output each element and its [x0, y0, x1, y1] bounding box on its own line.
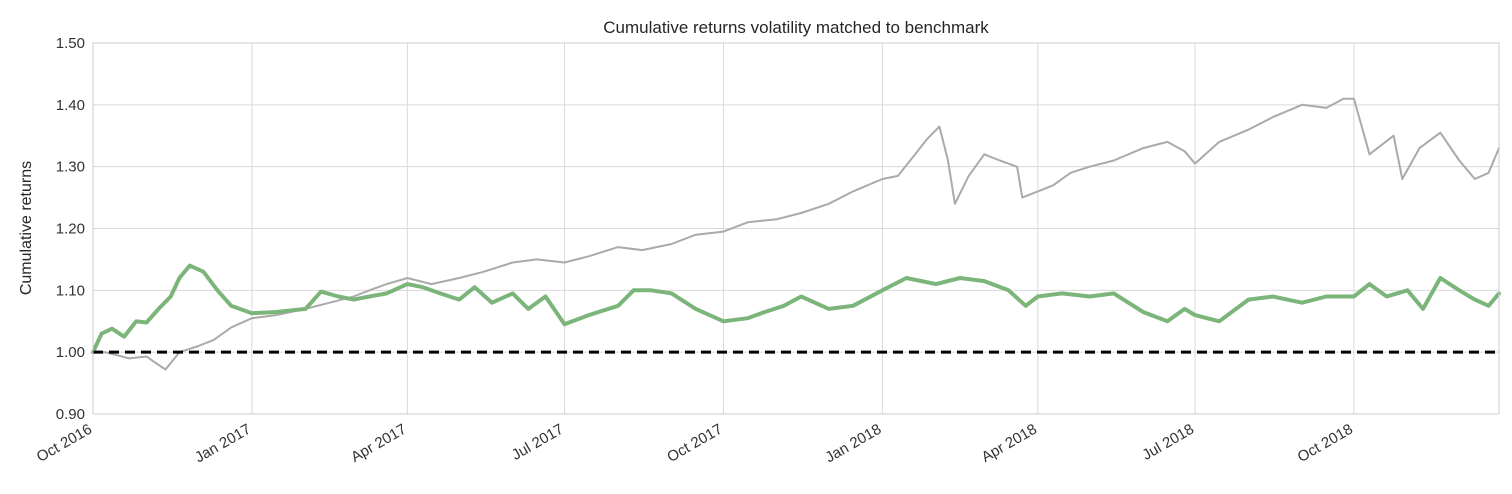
- y-tick-label: 1.10: [56, 282, 85, 299]
- x-tick-label: Oct 2016: [34, 421, 95, 466]
- plot-frame: [92, 42, 1500, 415]
- x-tick-labels: Oct 2016 Jan 2017 Apr 2017 Jul 2017 Oct 2017…: [34, 421, 1356, 467]
- y-axis-label: Cumulative returns: [18, 161, 35, 295]
- x-tick-label: Oct 2018: [1295, 421, 1356, 466]
- x-tick-label: Apr 2017: [348, 421, 409, 466]
- x-tick-label: Apr 2018: [979, 421, 1040, 466]
- y-tick-label: 0.90: [56, 406, 85, 423]
- y-tick-label: 1.00: [56, 344, 85, 361]
- series-line-gray: [92, 97, 1500, 371]
- x-tick-label: Jan 2017: [192, 421, 254, 467]
- x-tick-label: Jul 2018: [1139, 421, 1197, 464]
- y-tick-label: 1.20: [56, 221, 85, 238]
- x-tick-label: Oct 2017: [664, 421, 725, 466]
- y-tick-label: 1.30: [56, 159, 85, 176]
- y-tick-label: 1.50: [56, 35, 85, 52]
- y-tick-label: 1.40: [56, 97, 85, 114]
- series-layer: [91, 97, 1501, 371]
- chart-title: Cumulative returns volatility matched to…: [603, 18, 989, 37]
- x-tick-label: Jul 2017: [509, 421, 567, 464]
- y-tick-labels: 0.90 1.00 1.10 1.20 1.30 1.40 1.50: [56, 35, 85, 423]
- x-tick-label: Jan 2018: [822, 421, 884, 467]
- series-line-green: [91, 263, 1501, 355]
